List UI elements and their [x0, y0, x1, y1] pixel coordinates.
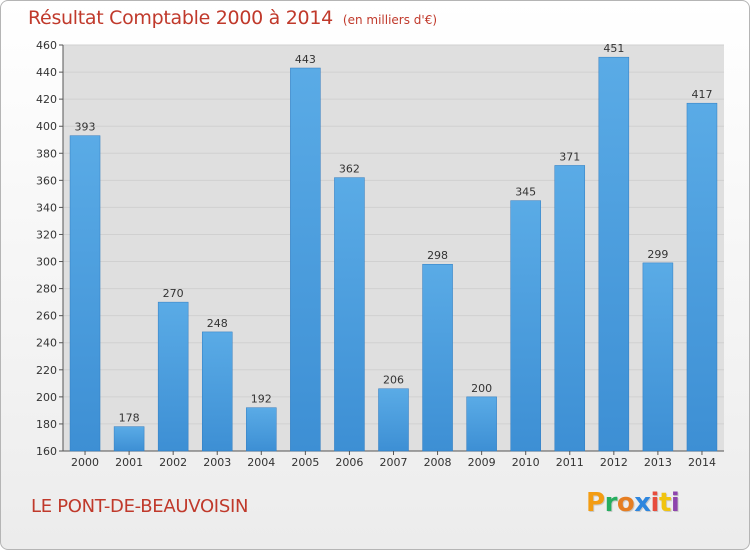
x-tick-label: 2011: [556, 456, 584, 469]
y-tick-label: 220: [36, 364, 57, 377]
x-tick-label: 2009: [468, 456, 496, 469]
bar-value-label: 345: [515, 186, 536, 199]
logo-letter: x: [634, 488, 651, 518]
bar: [642, 262, 674, 452]
bar-value-label: 248: [207, 317, 228, 330]
bar: [246, 407, 277, 452]
x-tick-label: 2008: [424, 456, 452, 469]
x-tick-label: 2013: [644, 456, 672, 469]
bar: [686, 102, 718, 452]
bar-value-label: 443: [295, 53, 316, 66]
x-tick-label: 2001: [115, 456, 143, 469]
title-row: Résultat Comptable 2000 à 2014 (en millie…: [28, 7, 437, 29]
bar: [422, 263, 453, 452]
bar: [201, 331, 233, 452]
logo-letter: i: [670, 488, 680, 518]
y-tick-label: 380: [36, 147, 57, 160]
bar: [69, 135, 101, 452]
x-tick-label: 2012: [600, 456, 628, 469]
x-tick-label: 2014: [688, 456, 716, 469]
logo-letter: i: [650, 488, 660, 518]
y-tick-label: 420: [36, 93, 57, 106]
bar: [334, 177, 365, 452]
x-tick-label: 2003: [203, 456, 231, 469]
x-tick-label: 2006: [335, 456, 363, 469]
chart-title: Résultat Comptable 2000 à 2014: [28, 7, 333, 29]
y-tick-label: 320: [36, 228, 57, 241]
y-tick-label: 460: [36, 39, 57, 52]
bar-value-label: 178: [119, 412, 140, 425]
town-name: LE PONT-DE-BEAUVOISIN: [31, 496, 249, 517]
x-tick-label: 2010: [512, 456, 540, 469]
y-tick-label: 440: [36, 66, 57, 79]
x-tick-label: 2007: [380, 456, 408, 469]
logo-letter: P: [586, 488, 605, 518]
bar-value-label: 298: [427, 249, 448, 262]
bar-value-label: 270: [163, 287, 184, 300]
y-tick-label: 160: [36, 445, 57, 458]
chart-subtitle: (en milliers d'€): [342, 13, 438, 27]
logo-letter: t: [658, 488, 671, 518]
bar: [378, 388, 409, 452]
bar-value-label: 393: [75, 121, 96, 134]
bar-value-label: 200: [471, 382, 492, 395]
bar-value-label: 206: [383, 374, 404, 387]
y-tick-label: 260: [36, 310, 57, 323]
bar: [598, 56, 630, 452]
x-tick-label: 2004: [247, 456, 275, 469]
bar-value-label: 371: [559, 150, 580, 163]
bar-value-label: 417: [691, 88, 712, 101]
y-tick-label: 360: [36, 174, 57, 187]
y-tick-label: 180: [36, 418, 57, 431]
bar: [157, 301, 189, 452]
proxiti-logo: Proxiti: [586, 488, 680, 518]
bar-value-label: 451: [603, 42, 624, 55]
x-tick-label: 2005: [291, 456, 319, 469]
bar-value-label: 192: [251, 393, 272, 406]
logo-letter: r: [604, 488, 618, 518]
y-tick-label: 240: [36, 337, 57, 350]
bar-value-label: 362: [339, 163, 360, 176]
bar: [466, 396, 497, 452]
y-tick-label: 400: [36, 120, 57, 133]
y-tick-label: 340: [36, 201, 57, 214]
bar: [510, 200, 541, 452]
y-tick-label: 300: [36, 256, 57, 269]
x-tick-label: 2002: [159, 456, 187, 469]
bar: [554, 165, 586, 452]
y-tick-label: 200: [36, 391, 57, 404]
y-tick-label: 280: [36, 283, 57, 296]
bar: [113, 426, 145, 452]
bar-value-label: 299: [647, 248, 668, 261]
x-tick-label: 2000: [71, 456, 99, 469]
bar: [290, 67, 321, 452]
logo-letter: o: [616, 488, 635, 518]
